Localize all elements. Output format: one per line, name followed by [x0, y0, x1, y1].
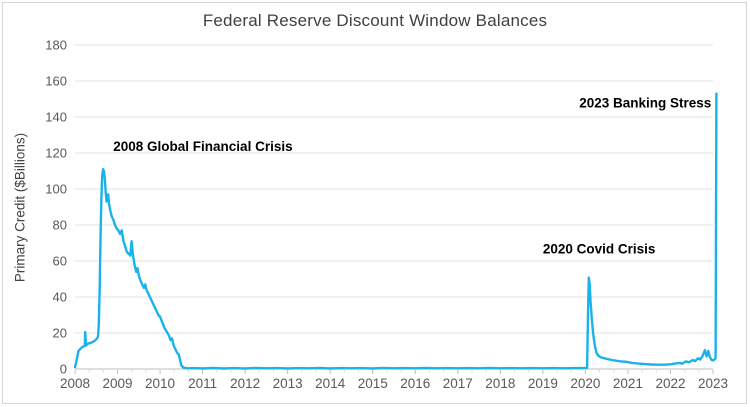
y-tick-label: 160: [45, 74, 67, 89]
x-tick-label: 2012: [230, 376, 260, 391]
annotation-label: 2023 Banking Stress: [579, 96, 711, 111]
y-tick-label: 40: [53, 290, 67, 305]
y-tick-label: 120: [45, 146, 67, 161]
y-tick-label: 60: [53, 254, 67, 269]
x-tick-label: 2018: [485, 376, 515, 391]
primary-credit-line: [73, 92, 718, 370]
x-tick-label: 2015: [358, 376, 388, 391]
x-tick-label: 2023: [698, 376, 728, 391]
x-tick-label: 2008: [60, 376, 90, 391]
x-tick-label: 2014: [315, 376, 346, 391]
y-tick-label: 140: [45, 110, 67, 125]
chart-title: Federal Reserve Discount Window Balances: [202, 11, 548, 30]
annotation-label: 2008 Global Financial Crisis: [113, 139, 292, 154]
x-tick-label: 2009: [103, 376, 133, 391]
x-tick-label: 2013: [273, 376, 303, 391]
x-tick-label: 2021: [613, 376, 643, 391]
x-tick-label: 2019: [528, 376, 558, 391]
x-tick-label: 2016: [400, 376, 430, 391]
x-tick-label: 2011: [188, 376, 217, 391]
y-tick-label: 180: [45, 38, 67, 53]
x-tick-label: 2022: [655, 376, 685, 391]
x-tick-label: 2010: [145, 376, 175, 391]
x-tick-label: 2017: [443, 376, 473, 391]
y-tick-label: 20: [53, 326, 67, 341]
annotation-label: 2020 Covid Crisis: [543, 241, 656, 256]
x-tick-label: 2020: [570, 376, 600, 391]
y-tick-label: 100: [45, 182, 67, 197]
y-tick-label: 0: [60, 362, 67, 377]
y-tick-label: 80: [53, 218, 67, 233]
